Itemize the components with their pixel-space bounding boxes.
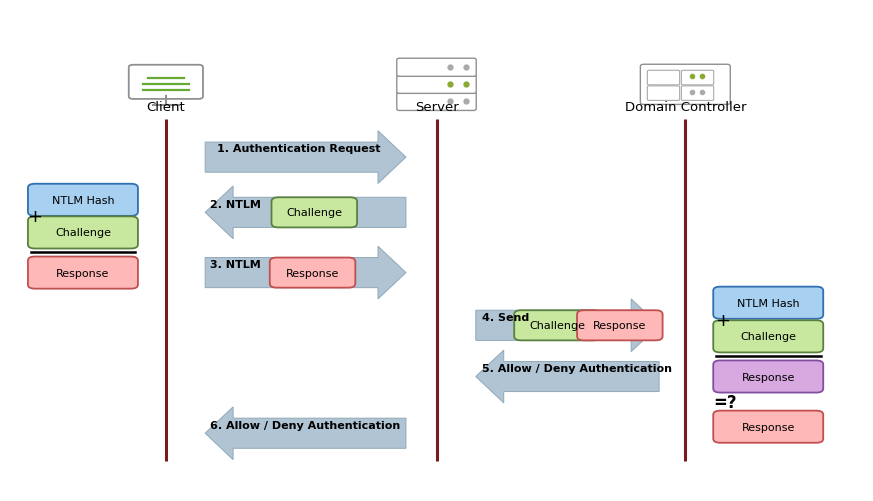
FancyBboxPatch shape [713, 411, 823, 443]
Text: Challenge: Challenge [286, 208, 342, 218]
FancyBboxPatch shape [648, 71, 680, 86]
FancyBboxPatch shape [682, 87, 714, 101]
FancyBboxPatch shape [396, 76, 477, 94]
Text: Response: Response [741, 372, 795, 382]
Text: 6. Allow / Deny Authentication: 6. Allow / Deny Authentication [210, 420, 400, 430]
Text: Response: Response [593, 321, 647, 331]
FancyBboxPatch shape [396, 59, 477, 77]
FancyBboxPatch shape [129, 66, 203, 100]
Text: Response: Response [285, 268, 340, 278]
FancyBboxPatch shape [514, 311, 600, 341]
Text: 5. Allow / Deny Authentication: 5. Allow / Deny Authentication [482, 363, 672, 373]
Text: 3. NTLM: 3. NTLM [210, 260, 260, 270]
Text: Challenge: Challenge [55, 228, 111, 238]
Text: 4. Send: 4. Send [482, 312, 529, 322]
Text: Challenge: Challenge [740, 332, 796, 342]
FancyBboxPatch shape [28, 257, 138, 289]
Text: Response: Response [741, 422, 795, 432]
Polygon shape [205, 186, 406, 239]
Text: Domain Controller: Domain Controller [624, 101, 746, 114]
Text: +: + [27, 208, 43, 225]
Text: Response: Response [56, 268, 110, 278]
Text: Server: Server [415, 101, 458, 114]
FancyBboxPatch shape [641, 65, 730, 105]
FancyBboxPatch shape [713, 287, 823, 319]
Polygon shape [205, 407, 406, 460]
Text: +: + [715, 311, 731, 329]
Text: 2. NTLM: 2. NTLM [210, 199, 260, 209]
Text: =?: =? [712, 393, 737, 411]
FancyBboxPatch shape [396, 93, 477, 111]
Text: Challenge: Challenge [529, 321, 585, 331]
FancyBboxPatch shape [713, 321, 823, 353]
FancyBboxPatch shape [577, 311, 663, 341]
FancyBboxPatch shape [648, 87, 680, 101]
FancyBboxPatch shape [28, 217, 138, 249]
FancyBboxPatch shape [270, 258, 355, 288]
Polygon shape [476, 351, 659, 403]
Text: NTLM Hash: NTLM Hash [52, 195, 114, 205]
FancyBboxPatch shape [28, 184, 138, 216]
Polygon shape [205, 131, 406, 184]
Polygon shape [476, 300, 659, 352]
Text: Client: Client [147, 101, 185, 114]
Polygon shape [205, 246, 406, 299]
Text: 1. Authentication Request: 1. Authentication Request [217, 144, 380, 154]
FancyBboxPatch shape [272, 198, 357, 228]
FancyBboxPatch shape [713, 361, 823, 393]
FancyBboxPatch shape [682, 71, 714, 86]
Text: NTLM Hash: NTLM Hash [737, 298, 800, 308]
